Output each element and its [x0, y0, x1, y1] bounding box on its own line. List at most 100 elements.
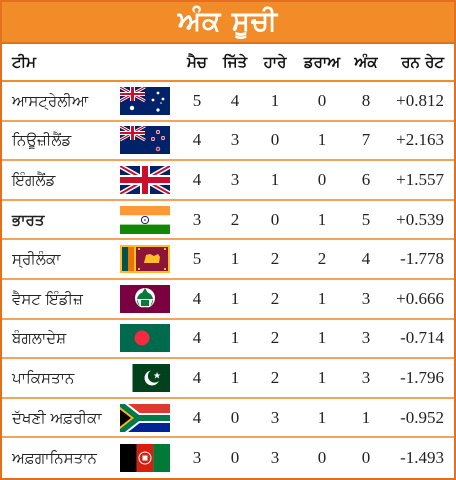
lost-value: 3: [270, 448, 280, 468]
table-row: ਬੰਗਲਾਦੇਸ਼ 4 1 2 1 3 -0.714: [2, 320, 454, 360]
points-value: 8: [361, 90, 371, 110]
south-africa-flag-icon: [112, 403, 178, 432]
header-team: ਟੀਮ: [12, 53, 37, 71]
india-flag-icon: [112, 205, 178, 234]
matches-value: 4: [192, 169, 202, 189]
won-value: 1: [230, 328, 240, 348]
team-name: ਇੰਗਲੈਂਡ: [12, 170, 56, 189]
run-rate-value: -1.493: [400, 448, 444, 468]
lost-value: 1: [270, 169, 280, 189]
header-points: ਅੰਕ: [354, 53, 378, 71]
header-won: ਜਿੱਤੇ: [222, 53, 248, 71]
points-value: 3: [361, 367, 371, 387]
points-value: 1: [361, 407, 371, 427]
won-value: 1: [230, 288, 240, 308]
won-value: 0: [230, 407, 240, 427]
sri-lanka-flag-icon: [112, 245, 178, 274]
won-value: 2: [230, 209, 240, 229]
table-body: ਆਸਟ੍ਰੇਲੀਆ 5 4 1 0 8 +0.812 ਨਿਊਜ਼ੀਲੈਂਡ 4 3 0 1 7 +2.…: [2, 82, 454, 478]
draw-value: 1: [317, 367, 327, 387]
matches-value: 4: [192, 328, 202, 348]
points-value: 7: [361, 130, 371, 150]
lost-value: 2: [270, 288, 280, 308]
won-value: 1: [230, 367, 240, 387]
team-name: ਭਾਰਤ: [12, 210, 45, 229]
header-matches: ਮੈਚ: [187, 53, 207, 71]
points-value: 5: [361, 209, 371, 229]
points-value: 4: [361, 249, 371, 269]
run-rate-value: +0.812: [396, 90, 444, 110]
table-row: ਅਫ਼ਗਾਨਿਸਤਾਨ 3 0 3 0 0 -1.493: [2, 438, 454, 478]
won-value: 1: [230, 249, 240, 269]
won-value: 4: [230, 90, 240, 110]
table-row: ਪਾਕਿਸਤਾਨ 4 1 2 1 3 -1.796: [2, 359, 454, 399]
draw-value: 1: [317, 407, 327, 427]
table-row: ਆਸਟ੍ਰੇਲੀਆ 5 4 1 0 8 +0.812: [2, 82, 454, 122]
table-row: ਦੱਖਣੀ ਅਫ਼ਰੀਕਾ 4 0 3 1 1 -0.952: [2, 399, 454, 439]
won-value: 3: [230, 169, 240, 189]
draw-value: 0: [317, 448, 327, 468]
australia-flag-icon: [112, 86, 178, 115]
matches-value: 3: [192, 448, 202, 468]
matches-value: 4: [192, 288, 202, 308]
run-rate-value: -1.796: [400, 367, 444, 387]
pakistan-flag-icon: [112, 363, 178, 392]
matches-value: 4: [192, 130, 202, 150]
matches-value: 5: [192, 90, 202, 110]
run-rate-value: +0.539: [396, 209, 444, 229]
lost-value: 0: [270, 130, 280, 150]
run-rate-value: -0.714: [400, 328, 444, 348]
table-title: ਅੰਕ ਸੂਚੀ: [2, 2, 454, 44]
england-flag-icon: [112, 165, 178, 194]
table-row: ਭਾਰਤ 3 2 0 1 5 +0.539: [2, 201, 454, 241]
header-draw: ਡਰਾਅ: [303, 53, 341, 71]
table-row: ਸ੍ਰੀਲੰਕਾ 5 1 2 2 4 -1.778: [2, 240, 454, 280]
team-name: ਵੈਸਟ ਇੰਡੀਜ਼: [12, 289, 83, 308]
bangladesh-flag-icon: [112, 324, 178, 353]
afghanistan-flag-icon: [112, 444, 178, 473]
draw-value: 0: [317, 90, 327, 110]
header-lost: ਹਾਰੇ: [263, 53, 287, 71]
header-row: ਟੀਮ ਮੈਚ ਜਿੱਤੇ ਹਾਰੇ ਡਰਾਅ ਅੰਕ ਰਨ ਰੇਟ: [2, 44, 454, 82]
lost-value: 2: [270, 367, 280, 387]
draw-value: 1: [317, 130, 327, 150]
header-run-rate: ਰਨ ਰੇਟ: [401, 53, 444, 71]
lost-value: 0: [270, 209, 280, 229]
draw-value: 2: [317, 249, 327, 269]
new-zealand-flag-icon: [112, 126, 178, 155]
points-value: 6: [361, 169, 371, 189]
west-indies-flag-icon: [112, 284, 178, 313]
points-value: 3: [361, 288, 371, 308]
team-name: ਨਿਊਜ਼ੀਲੈਂਡ: [12, 131, 72, 150]
lost-value: 2: [270, 249, 280, 269]
points-value: 0: [361, 448, 371, 468]
team-name: ਸ੍ਰੀਲੰਕਾ: [12, 250, 61, 269]
table-row: ਵੈਸਟ ਇੰਡੀਜ਼ 4 1 2 1 3 +0.666: [2, 280, 454, 320]
lost-value: 2: [270, 328, 280, 348]
run-rate-value: -1.778: [400, 249, 444, 269]
won-value: 3: [230, 130, 240, 150]
draw-value: 1: [317, 209, 327, 229]
team-name: ਦੱਖਣੀ ਅਫ਼ਰੀਕਾ: [12, 408, 102, 427]
run-rate-value: +1.557: [396, 169, 444, 189]
team-name: ਬੰਗਲਾਦੇਸ਼: [12, 329, 67, 348]
run-rate-value: -0.952: [400, 407, 444, 427]
matches-value: 5: [192, 249, 202, 269]
lost-value: 1: [270, 90, 280, 110]
run-rate-value: +2.163: [396, 130, 444, 150]
draw-value: 1: [317, 328, 327, 348]
team-name: ਆਸਟ੍ਰੇਲੀਆ: [12, 91, 89, 110]
draw-value: 1: [317, 288, 327, 308]
table-row: ਇੰਗਲੈਂਡ 4 3 1 0 6 +1.557: [2, 161, 454, 201]
run-rate-value: +0.666: [396, 288, 444, 308]
points-value: 3: [361, 328, 371, 348]
won-value: 0: [230, 448, 240, 468]
table-row: ਨਿਊਜ਼ੀਲੈਂਡ 4 3 0 1 7 +2.163: [2, 122, 454, 162]
matches-value: 4: [192, 367, 202, 387]
matches-value: 4: [192, 407, 202, 427]
draw-value: 0: [317, 169, 327, 189]
matches-value: 3: [192, 209, 202, 229]
lost-value: 3: [270, 407, 280, 427]
team-name: ਅਫ਼ਗਾਨਿਸਤਾਨ: [12, 449, 97, 468]
